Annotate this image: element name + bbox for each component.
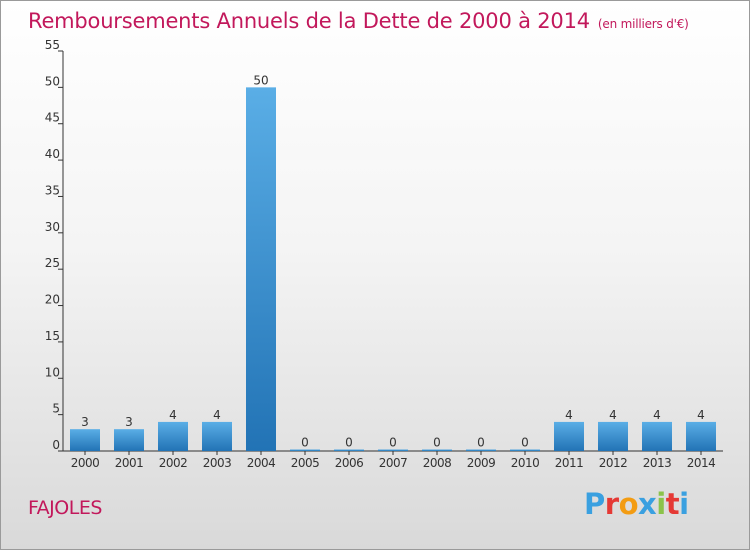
bar	[554, 421, 584, 451]
bar	[378, 449, 408, 451]
bar	[466, 449, 496, 451]
logo-letter: P	[584, 487, 605, 521]
bar-value-label: 50	[253, 73, 268, 87]
logo-letter: t	[665, 487, 680, 521]
x-tick-label: 2003	[203, 456, 232, 470]
bar	[114, 429, 144, 451]
bar	[290, 449, 320, 451]
x-tick-label: 2000	[71, 456, 100, 470]
y-tick-label: 10	[45, 365, 60, 379]
x-tick-label: 2004	[247, 456, 276, 470]
y-tick-label: 5	[52, 402, 60, 416]
x-tick-label: 2007	[379, 456, 408, 470]
x-tick-label: 2012	[599, 456, 628, 470]
chart-title: Remboursements Annuels de la Dette de 20…	[28, 9, 689, 33]
bar	[422, 449, 452, 451]
x-tick-label: 2008	[423, 456, 452, 470]
bar	[642, 421, 672, 451]
y-tick-label: 55	[45, 38, 60, 52]
y-tick-label: 20	[45, 293, 60, 307]
x-tick-label: 2001	[115, 456, 144, 470]
x-tick-label: 2006	[335, 456, 364, 470]
logo-letter: i	[679, 487, 689, 521]
bar-value-label: 0	[521, 436, 529, 450]
bar	[334, 449, 364, 451]
bar-value-label: 0	[389, 436, 397, 450]
bar-value-label: 4	[565, 408, 573, 422]
bar	[686, 421, 716, 451]
bar	[510, 449, 540, 451]
x-tick-label: 2011	[555, 456, 584, 470]
x-tick-label: 2009	[467, 456, 496, 470]
x-tick-label: 2013	[643, 456, 672, 470]
bar	[70, 429, 100, 451]
proxiti-logo: Proxiti	[584, 487, 689, 521]
y-tick-label: 0	[52, 438, 60, 452]
y-tick-label: 45	[45, 111, 60, 125]
logo-letter: o	[618, 487, 639, 521]
bar-value-label: 4	[213, 408, 221, 422]
x-tick-label: 2010	[511, 456, 540, 470]
x-tick-label: 2002	[159, 456, 188, 470]
bar	[246, 87, 276, 451]
bars	[70, 87, 716, 451]
y-tick-label: 30	[45, 220, 60, 234]
y-tick-label: 15	[45, 329, 60, 343]
bar-value-label: 3	[125, 415, 133, 429]
bar-value-label: 0	[477, 436, 485, 450]
logo-letter: i	[656, 487, 666, 521]
y-tick-label: 25	[45, 256, 60, 270]
bar	[158, 421, 188, 451]
bar	[202, 421, 232, 451]
commune-name: FAJOLES	[28, 497, 102, 519]
x-tick-label: 2005	[291, 456, 320, 470]
bar-value-label: 4	[653, 408, 661, 422]
bar-value-label: 0	[433, 436, 441, 450]
bar-value-label: 0	[301, 436, 309, 450]
bar-value-label: 0	[345, 436, 353, 450]
y-tick-label: 50	[45, 74, 60, 88]
bar-value-label: 4	[169, 408, 177, 422]
y-tick-label: 35	[45, 183, 60, 197]
x-tick-label: 2014	[687, 456, 716, 470]
chart-title-text: Remboursements Annuels de la Dette de 20…	[28, 9, 590, 33]
logo-letter: r	[604, 487, 619, 521]
data-labels: 3 3 4 4 50 0 0 0 0 0 0 4 4 4 4	[81, 73, 705, 449]
y-tick-label: 40	[45, 147, 60, 161]
bar	[598, 421, 628, 451]
bar-value-label: 4	[609, 408, 617, 422]
chart-subtitle: (en milliers d'€)	[597, 17, 689, 31]
bar-value-label: 4	[697, 408, 705, 422]
logo-letter: x	[638, 487, 657, 521]
bar-value-label: 3	[81, 415, 89, 429]
